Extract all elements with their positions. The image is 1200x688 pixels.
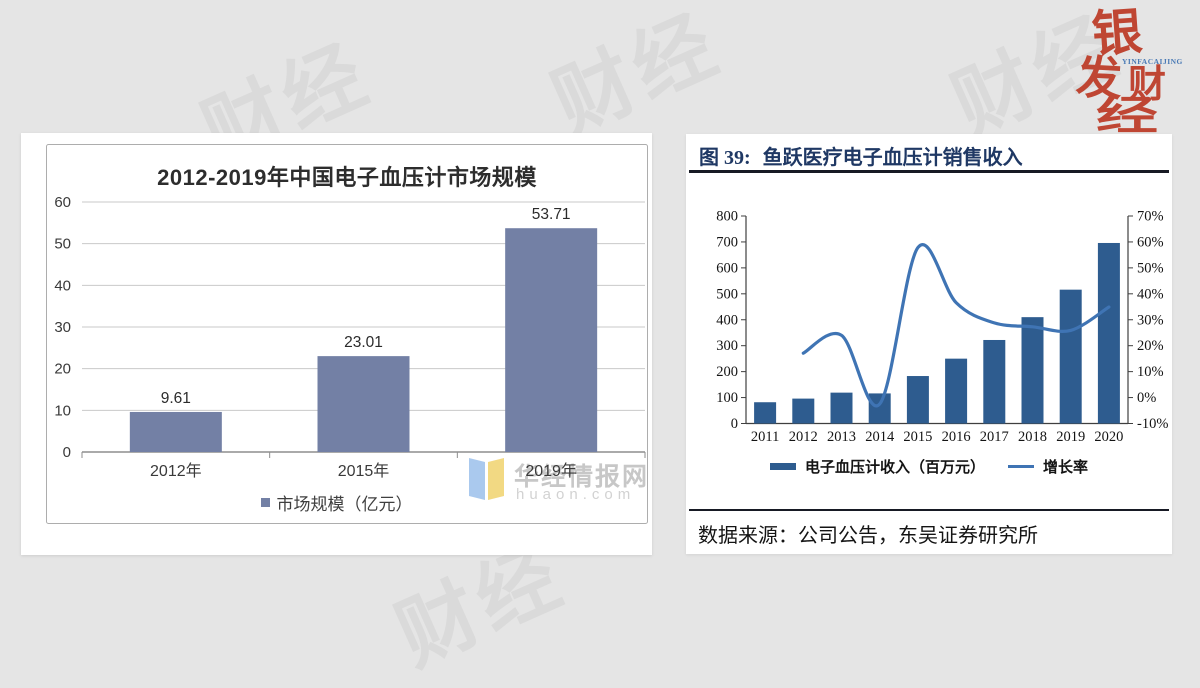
x-axis-label: 2017 xyxy=(980,429,1009,445)
right-axis-label: 50% xyxy=(1137,260,1164,276)
bars xyxy=(754,242,1120,424)
growth-line xyxy=(801,243,1111,408)
bar xyxy=(945,358,968,424)
legend-line-swatch xyxy=(1008,465,1034,468)
left-axis-label: 400 xyxy=(716,312,738,328)
left-chart-panel: 华经情报网 huaon.com 0 10 20 30 40 50 60 9.61 2012年 23… xyxy=(21,133,652,555)
right-chart-canvas: 0 100 200 300 400 500 600 700 800 -10% 0% 10% 20% 30%… xyxy=(716,209,1168,446)
left-axis-label: 100 xyxy=(716,390,738,406)
left-axis-label: 500 xyxy=(716,286,738,302)
y-axis-label: 40 xyxy=(54,277,71,294)
y-axis-label: 0 xyxy=(63,444,71,461)
legend-bar-label: 电子血压计收入（百万元） xyxy=(804,460,985,476)
x-axis-label: 2014 xyxy=(865,429,895,445)
figure-title: 图 39: 鱼跃医疗电子血压计销售收入 xyxy=(699,141,1023,170)
bar xyxy=(505,228,598,452)
bar xyxy=(1021,317,1044,424)
x-axis-label: 2012 xyxy=(789,429,818,445)
x-axis-label: 2016 xyxy=(942,429,971,445)
bar xyxy=(317,356,410,452)
bar xyxy=(1059,289,1082,424)
figure-number: 图 39: xyxy=(699,147,751,169)
bar xyxy=(1097,242,1120,424)
right-chart-panel: 图 39: 鱼跃医疗电子血压计销售收入 0 100 200 300 400 500 600 70… xyxy=(686,134,1172,554)
bar xyxy=(129,411,222,452)
legend-bar-swatch xyxy=(769,463,796,470)
legend-bar-swatch xyxy=(260,498,270,507)
left-chart-canvas: 0 10 20 30 40 50 60 9.61 2012年 23.01 2015年 53.71 201… xyxy=(46,144,648,524)
x-axis-label: 2015 xyxy=(903,429,932,445)
logo-char-yin: 银 xyxy=(1090,3,1144,63)
left-chart-title: 2012-2019年中国电子血压计市场规模 xyxy=(157,165,537,190)
bar xyxy=(868,393,891,424)
right-axis-label: 70% xyxy=(1137,209,1164,225)
chart-frame xyxy=(46,144,648,524)
legend-line-label: 增长率 xyxy=(1043,460,1089,476)
yinfacaijing-logo: 银 发 财 经 YINFACAIJING xyxy=(1070,0,1195,140)
bars xyxy=(129,228,598,452)
x-axis-label: 2015年 xyxy=(338,462,390,480)
bar xyxy=(754,402,777,424)
huaon-site-name: 华经情报网 xyxy=(514,463,650,491)
title-rule xyxy=(689,170,1169,173)
x-axis-label: 2012年 xyxy=(150,462,202,480)
right-axis-label: 40% xyxy=(1137,286,1164,302)
right-axis-label: 20% xyxy=(1137,338,1164,354)
x-axis-label: 2013 xyxy=(827,429,856,445)
right-axis-label: -10% xyxy=(1137,416,1168,432)
bar-value-label: 23.01 xyxy=(344,334,383,351)
y-axis-label: 50 xyxy=(54,236,71,253)
logo-subtitle: YINFACAIJING xyxy=(1122,57,1183,66)
logo-char-cai: 财 xyxy=(1128,64,1167,106)
y-axis-label: 10 xyxy=(54,402,71,419)
bar-value-label: 53.71 xyxy=(532,206,571,223)
slide: 财经 财经 财经 财经 银 发 财 经 YINFACAIJING 华经情报网 h… xyxy=(21,0,1195,682)
left-axis-label: 300 xyxy=(716,338,738,354)
bar xyxy=(830,392,853,424)
right-axis-label: 10% xyxy=(1137,364,1164,380)
right-axis-label: 30% xyxy=(1137,312,1164,328)
right-axis-label: 60% xyxy=(1137,234,1164,250)
left-axis-label: 800 xyxy=(716,209,738,225)
bar xyxy=(792,398,815,424)
figure-name: 鱼跃医疗电子血压计销售收入 xyxy=(762,147,1023,169)
y-axis-label: 60 xyxy=(54,194,71,211)
legend-label: 市场规模（亿元） xyxy=(276,495,413,514)
x-axis-label: 2020 xyxy=(1094,429,1123,445)
y-axis-label: 20 xyxy=(54,361,71,378)
right-chart-legend: 电子血压计收入（百万元） 增长率 xyxy=(686,456,1172,477)
source-text: 数据来源：公司公告，东吴证券研究所 xyxy=(698,525,1038,547)
x-axis-label: 2018 xyxy=(1018,429,1047,445)
x-axis-label: 2019 xyxy=(1056,429,1085,445)
left-axis-label: 600 xyxy=(716,260,738,276)
left-axis-label: 700 xyxy=(716,234,738,250)
bar-value-label: 9.61 xyxy=(161,390,191,407)
bar xyxy=(906,376,929,424)
left-axis-label: 200 xyxy=(716,364,738,380)
right-axis-label: 0% xyxy=(1137,390,1156,406)
x-axis-label: 2019年 xyxy=(525,462,577,480)
logo-char-jing: 经 xyxy=(1096,93,1158,138)
huaon-domain: huaon.com xyxy=(516,486,636,503)
source-rule xyxy=(689,509,1169,511)
x-axis-label: 2011 xyxy=(751,429,779,445)
huaon-watermark: 华经情报网 huaon.com xyxy=(469,455,651,509)
left-axis-label: 0 xyxy=(731,416,738,432)
y-axis-label: 30 xyxy=(54,319,71,336)
left-chart-legend: 市场规模（亿元） xyxy=(21,490,652,515)
bar xyxy=(983,339,1006,424)
